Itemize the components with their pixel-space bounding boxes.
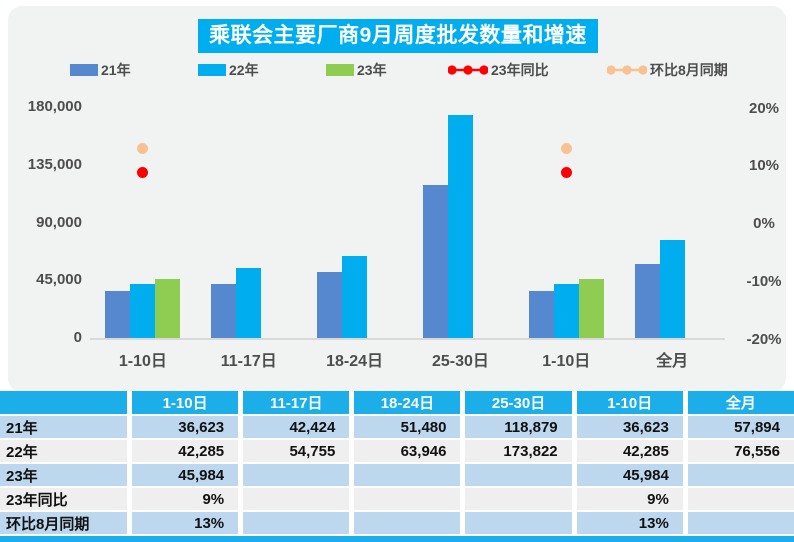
table-cell (243, 512, 350, 534)
table-header-cell: 1-10日 (132, 391, 239, 414)
bar-series2-cat2 (236, 268, 262, 338)
table-cell: 76,556 (687, 440, 794, 462)
bar-series1-cat4 (422, 185, 448, 338)
table-cell: 9% (576, 488, 683, 510)
left-axis-tick-label: 180,000 (27, 98, 82, 115)
table-cell (687, 464, 794, 486)
x-axis-category-label: 1-10日 (542, 353, 591, 370)
legend-dotline-icon (448, 65, 488, 75)
bar-series3-cat1 (155, 279, 181, 338)
table-cell (465, 464, 572, 486)
table-cell: 54,755 (243, 440, 350, 462)
table-row-label: 23年 (0, 464, 127, 486)
dot-series5-cat5 (560, 143, 572, 155)
table-cell: 51,480 (354, 416, 461, 438)
legend-item-5: 环比8月同期 (607, 62, 728, 78)
table-cell (465, 512, 572, 534)
right-axis-tick-label: 0% (753, 215, 775, 232)
table-cell (465, 488, 572, 510)
right-axis-tick-label: 20% (748, 99, 780, 117)
x-axis-category-label: 25-30日 (431, 353, 489, 370)
bar-series2-cat3 (342, 256, 368, 338)
table-cell: 13% (576, 512, 683, 534)
x-axis-category-label: 1-10日 (118, 353, 167, 370)
table-cell (687, 488, 794, 510)
table-row-label: 21年 (0, 416, 127, 438)
table-cell: 42,285 (576, 440, 683, 462)
legend-bar-swatch-icon (198, 64, 226, 76)
x-axis-category-label: 全月 (656, 353, 689, 370)
table-header-cell: 11-17日 (243, 391, 350, 414)
legend-item-3: 23年 (326, 62, 387, 78)
bar-series2-cat4 (447, 115, 473, 338)
table-cell: 63,946 (354, 440, 461, 462)
table-cell: 173,822 (465, 440, 572, 462)
data-table: 1-10日 11-17日 18-24日 25-30日 1-10日 全月 21年 36,623 4… (0, 391, 794, 534)
table-cell (354, 512, 461, 534)
table-header-cell: 1-10日 (576, 391, 683, 414)
table-cell: 36,623 (132, 416, 239, 438)
x-axis-line (90, 338, 725, 340)
legend-label: 环比8月同期 (650, 62, 728, 78)
table-cell (243, 464, 350, 486)
bar-series3-cat5 (578, 279, 604, 338)
right-axis-tick-label: -20% (746, 330, 782, 348)
legend-label: 22年 (229, 62, 259, 78)
table-cell: 45,984 (576, 464, 683, 486)
table-header-cell: 18-24日 (354, 391, 461, 414)
table-cell: 118,879 (465, 416, 572, 438)
table-cell: 13% (132, 512, 239, 534)
table-cell (354, 488, 461, 510)
left-axis-tick-label: 0 (73, 329, 82, 346)
table-cell: 57,894 (687, 416, 794, 438)
dot-series4-cat1 (137, 166, 149, 178)
bar-series2-cat1 (130, 284, 156, 338)
legend-bar-swatch-icon (70, 64, 98, 76)
x-axis-category-label: 11-17日 (220, 353, 277, 370)
table-cell (354, 464, 461, 486)
legend-item-4: 23年同比 (448, 62, 549, 78)
legend-item-2: 22年 (198, 62, 259, 78)
legend-label: 23年同比 (491, 62, 549, 78)
table-cell (687, 512, 794, 534)
bottom-accent-bar (0, 536, 794, 542)
chart-title: 乘联会主要厂商9月周度批发数量和增速 (198, 19, 598, 53)
table-row-label: 22年 (0, 440, 127, 462)
table-cell: 36,623 (576, 416, 683, 438)
table-header-cell (0, 391, 127, 414)
right-axis-tick-label: 10% (748, 157, 780, 175)
table-cell: 42,424 (243, 416, 350, 438)
left-axis-tick-label: 45,000 (36, 271, 82, 289)
bar-series1-cat6 (634, 264, 660, 338)
table-cell: 45,984 (132, 464, 239, 486)
bar-series1-cat5 (528, 291, 554, 338)
table-cell (243, 488, 350, 510)
table-row-label: 23年同比 (0, 488, 127, 510)
dot-series4-cat5 (560, 166, 572, 178)
table-header-cell: 全月 (687, 391, 794, 414)
right-axis-tick-label: -10% (746, 272, 782, 290)
bar-series1-cat1 (105, 291, 131, 338)
bar-series1-cat3 (317, 272, 343, 338)
legend-label: 23年 (357, 62, 387, 78)
dot-series5-cat1 (137, 143, 149, 155)
legend-bar-swatch-icon (326, 64, 354, 76)
table-row-label: 环比8月同期 (0, 512, 127, 534)
left-axis-tick-label: 135,000 (27, 155, 82, 173)
bar-series1-cat2 (211, 284, 237, 338)
bar-series2-cat6 (659, 240, 685, 338)
x-axis-category-label: 18-24日 (326, 353, 384, 370)
legend-item-1: 21年 (70, 62, 131, 78)
table-cell: 42,285 (132, 440, 239, 462)
table-header-cell: 25-30日 (465, 391, 572, 414)
legend-label: 21年 (101, 62, 131, 78)
table-cell: 9% (132, 488, 239, 510)
legend-dotline-icon (607, 65, 647, 75)
bar-series2-cat5 (553, 284, 579, 338)
left-axis-tick-label: 90,000 (36, 213, 82, 231)
